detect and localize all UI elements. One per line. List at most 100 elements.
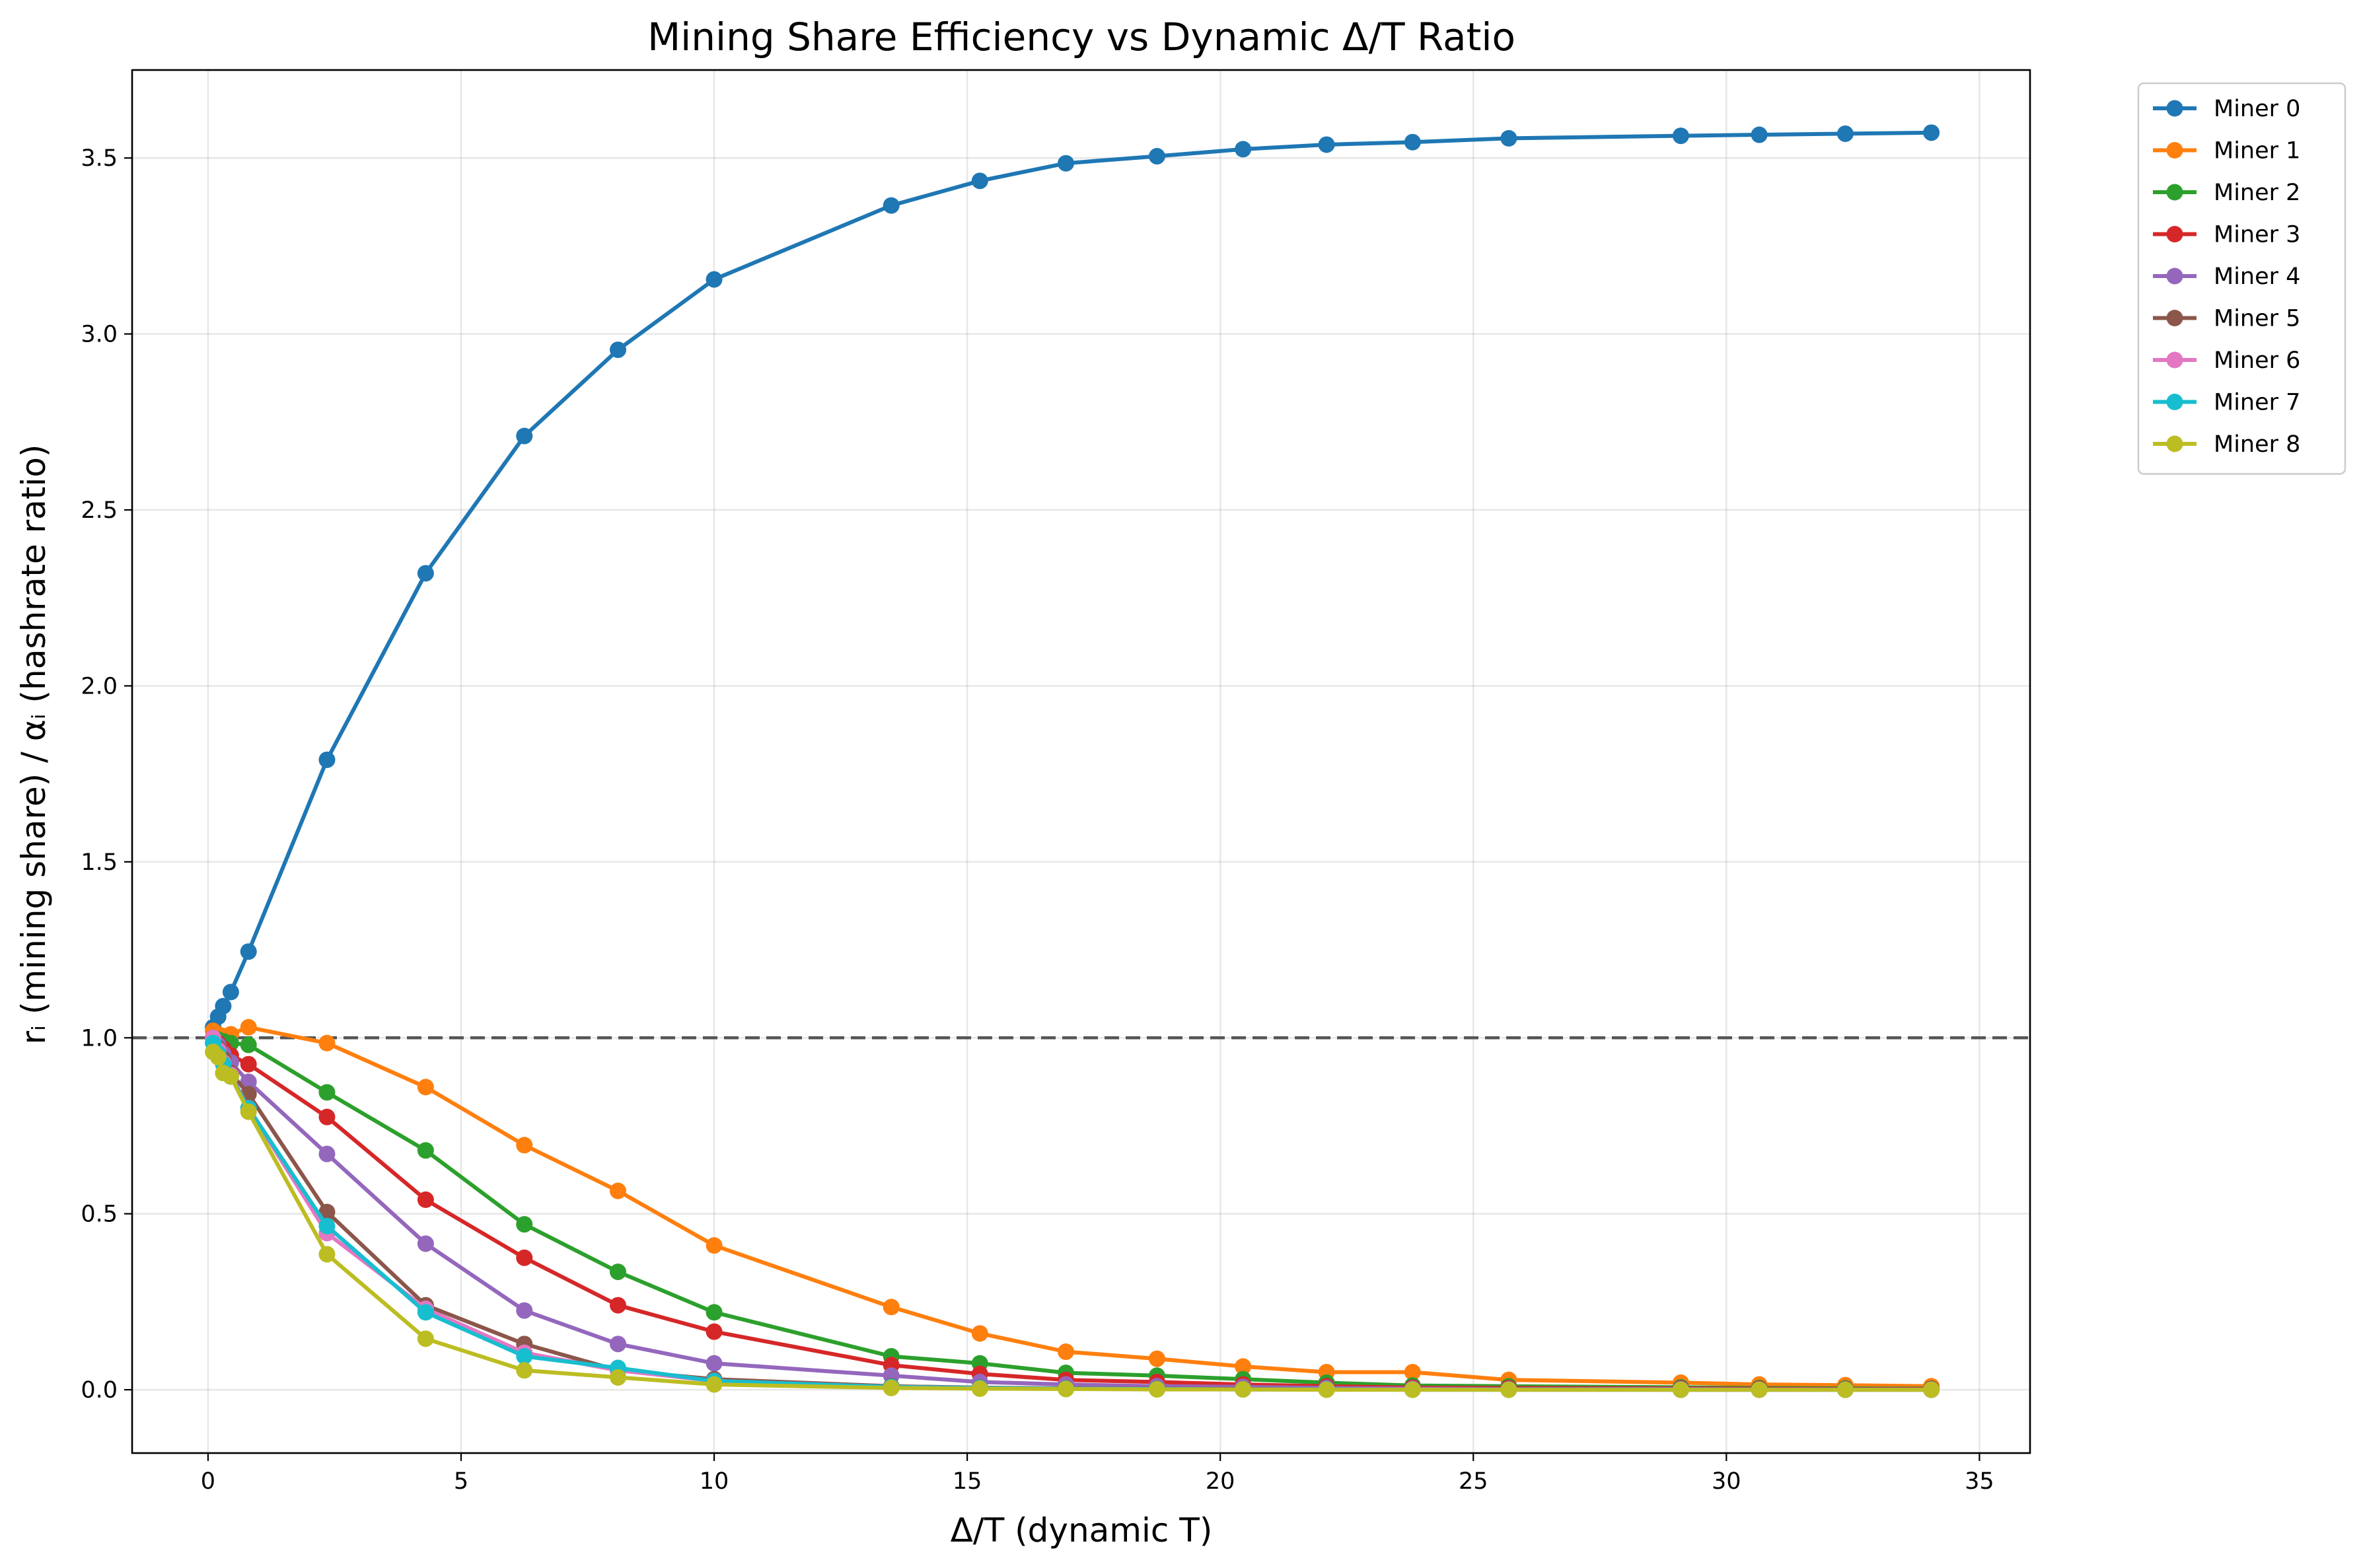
data-point [215, 997, 232, 1015]
data-point [706, 1376, 723, 1393]
legend-item: Miner 0 [2153, 96, 2300, 122]
series-line [211, 1050, 1932, 1392]
data-point [1235, 1358, 1252, 1375]
data-point [417, 1142, 434, 1159]
data-point [706, 271, 723, 288]
data-point [609, 1336, 626, 1353]
data-point [1148, 148, 1165, 165]
y-tick-label: 3.0 [81, 322, 118, 348]
data-point [609, 1182, 626, 1199]
data-point [516, 1137, 533, 1154]
data-point [318, 1034, 336, 1051]
data-point [609, 1369, 626, 1386]
series-line [211, 130, 1932, 1028]
data-point [1058, 1380, 1075, 1398]
legend-marker [2166, 267, 2183, 285]
legend-item: Miner 7 [2153, 390, 2300, 416]
x-tick-label: 30 [1712, 1468, 1741, 1495]
legend-item: Miner 2 [2153, 180, 2300, 206]
legend-item: Miner 4 [2153, 264, 2300, 290]
data-point [318, 1217, 336, 1234]
x-tick-label: 25 [1459, 1468, 1488, 1495]
legend-label: Miner 8 [2214, 431, 2300, 458]
legend-label: Miner 0 [2214, 96, 2300, 122]
y-tick-label: 0.5 [81, 1201, 118, 1228]
legend-marker [2166, 310, 2183, 326]
data-point [1235, 141, 1252, 158]
data-point [1058, 155, 1075, 172]
data-point [240, 1103, 257, 1120]
legend-item: Miner 8 [2153, 431, 2300, 458]
legend-label: Miner 6 [2214, 347, 2300, 374]
legend-marker [2166, 100, 2183, 117]
data-point [318, 1108, 336, 1125]
data-point [222, 1068, 239, 1085]
data-point [883, 1379, 900, 1396]
data-point [417, 1304, 434, 1321]
y-tick-label: 0.0 [81, 1377, 118, 1404]
data-point [417, 1330, 434, 1347]
y-tick-label: 1.0 [81, 1025, 118, 1051]
x-tick-label: 5 [454, 1468, 468, 1495]
data-point [1235, 1381, 1252, 1398]
x-tick-label: 10 [700, 1468, 729, 1495]
data-point [318, 1246, 336, 1263]
data-point [222, 983, 239, 1001]
data-point [1672, 1381, 1689, 1398]
series-line [211, 1025, 1932, 1388]
data-point [516, 1362, 533, 1379]
data-point [318, 1084, 336, 1101]
y-tick-label: 1.5 [81, 849, 118, 876]
data-point [1923, 124, 1940, 141]
data-point [1058, 1343, 1075, 1361]
plot-frame [131, 69, 2031, 1454]
data-point [417, 1191, 434, 1208]
data-point [609, 341, 626, 359]
data-point [318, 1203, 336, 1221]
axes: 0 5 10 15 20 25 30 35 0.0 0.5 1.0 1.5 2.0 2.5 3.0 3.5 [81, 145, 1994, 1495]
data-point [516, 1347, 533, 1365]
data-point [1404, 133, 1421, 151]
data-point [1836, 125, 1854, 142]
grid [132, 70, 2030, 1453]
data-point [1672, 127, 1689, 145]
data-point [1923, 1381, 1940, 1398]
legend-item: Miner 6 [2153, 347, 2300, 374]
data-point [609, 1264, 626, 1281]
legend-label: Miner 1 [2214, 138, 2300, 164]
data-point [971, 1380, 988, 1397]
data-point [209, 1049, 227, 1066]
data-point [706, 1323, 723, 1340]
data-point [1500, 1381, 1517, 1398]
data-point [706, 1237, 723, 1254]
data-point [240, 1018, 257, 1036]
series-miner-0 [205, 124, 1940, 1036]
data-point [417, 565, 434, 582]
data-point [240, 1073, 257, 1090]
y-tick-label: 2.5 [81, 497, 118, 524]
legend-marker [2166, 226, 2183, 242]
data-point [609, 1297, 626, 1314]
legend-label: Miner 7 [2214, 390, 2300, 416]
data-point [883, 1299, 900, 1316]
data-point [1148, 1350, 1165, 1367]
data-point [706, 1304, 723, 1321]
series-miner-8 [205, 1044, 1940, 1398]
data-point [971, 172, 988, 190]
data-point [1148, 1381, 1165, 1398]
data-point [240, 943, 257, 960]
legend-label: Miner 2 [2214, 180, 2300, 206]
series-layer [205, 124, 1940, 1398]
legend-marker [2166, 394, 2183, 410]
legend-marker [2166, 351, 2183, 369]
legend-label: Miner 3 [2214, 222, 2300, 248]
data-point [1836, 1381, 1854, 1398]
y-tick-label: 2.0 [81, 673, 118, 699]
data-point [1404, 1381, 1421, 1398]
x-tick-label: 15 [953, 1468, 982, 1495]
legend-item: Miner 3 [2153, 222, 2300, 248]
data-point [318, 1145, 336, 1162]
legend-item: Miner 5 [2153, 306, 2300, 332]
